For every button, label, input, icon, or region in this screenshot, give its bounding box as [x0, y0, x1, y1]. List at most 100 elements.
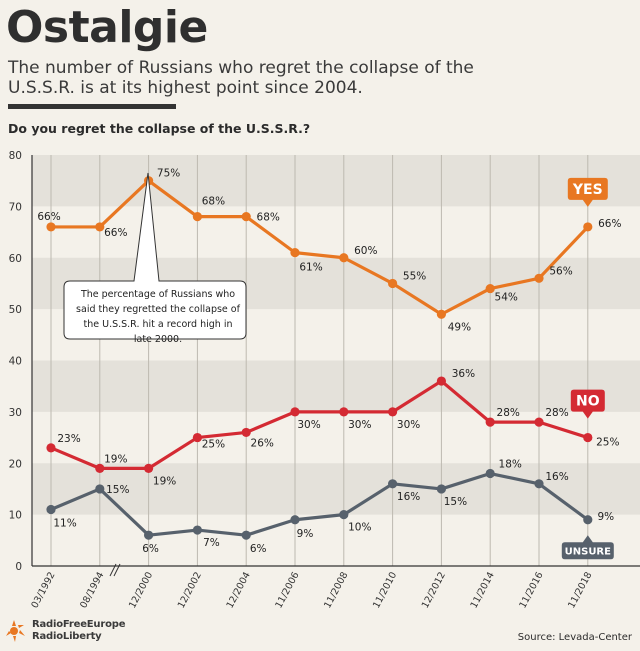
logo-line1: RadioFreeEurope: [32, 619, 126, 630]
data-label-no: 28%: [497, 407, 520, 419]
x-tick-label: 12/2000: [127, 570, 155, 610]
data-label-yes: 54%: [495, 292, 518, 304]
data-label-yes: 49%: [448, 321, 471, 333]
data-label-no: 36%: [452, 368, 475, 380]
data-point-unsure: [144, 530, 154, 540]
y-tick-label: 20: [9, 458, 22, 470]
title-rule: [8, 104, 176, 109]
data-label-yes: 75%: [157, 168, 180, 180]
x-tick-label: 12/2002: [176, 570, 204, 610]
data-label-unsure: 16%: [397, 491, 420, 503]
data-point-yes: [290, 248, 300, 258]
data-label-no: 28%: [545, 407, 568, 419]
data-label-no: 30%: [348, 419, 371, 431]
data-label-yes: 68%: [202, 196, 225, 208]
data-point-unsure: [46, 504, 56, 515]
y-tick-label: 60: [9, 253, 22, 265]
data-point-unsure: [436, 484, 446, 494]
annotation-callout: [63, 172, 247, 340]
logo-line2: RadioLiberty: [32, 631, 102, 642]
data-point-unsure: [95, 484, 105, 494]
series-badge-yes: YES: [567, 177, 608, 207]
series-badge-unsure: UNSURE: [561, 535, 614, 560]
data-label-no: 30%: [397, 419, 420, 431]
data-label-no: 19%: [104, 453, 127, 465]
data-point-no: [192, 432, 202, 443]
annotation-text: The percentage of Russians who said they…: [76, 289, 240, 345]
data-label-unsure: 10%: [348, 522, 371, 534]
badge-shape: [561, 535, 614, 560]
page-title: Ostalgie: [6, 2, 208, 53]
data-point-unsure: [290, 515, 300, 525]
data-label-unsure: 15%: [106, 484, 129, 496]
x-tick-label: 11/2008: [322, 570, 350, 610]
x-tick-label: 08/1994: [78, 570, 106, 610]
chart-question: Do you regret the collapse of the U.S.S.…: [8, 121, 311, 136]
badge-shape: [567, 177, 608, 207]
data-label-unsure: 6%: [250, 543, 267, 555]
data-point-no: [388, 407, 398, 417]
data-point-unsure: [241, 530, 251, 540]
data-label-unsure: 9%: [597, 511, 614, 523]
x-tick-label: 12/2004: [225, 570, 253, 610]
data-point-no: [95, 463, 105, 473]
data-point-no: [339, 407, 349, 417]
y-tick-label: 30: [9, 407, 22, 419]
badge-label: YES: [572, 182, 603, 198]
data-point-yes: [339, 253, 349, 263]
data-point-yes: [46, 222, 56, 232]
data-point-yes: [534, 273, 544, 283]
data-point-no: [436, 376, 446, 386]
x-tick-label: 11/2016: [517, 570, 545, 610]
source-note: Source: Levada-Center: [517, 632, 632, 643]
data-label-unsure: 15%: [444, 496, 467, 508]
y-tick-label: 40: [9, 356, 22, 368]
data-label-yes: 66%: [104, 227, 127, 239]
logo-icon: [6, 620, 25, 642]
x-tick-label: 11/2006: [273, 570, 301, 610]
data-point-unsure: [534, 479, 544, 489]
data-point-yes: [192, 212, 202, 222]
series-line-unsure: [50, 471, 589, 537]
data-label-unsure: 16%: [545, 471, 568, 483]
series-badge-no: NO: [570, 389, 605, 419]
x-tick-label: 11/2010: [371, 570, 399, 610]
data-point-yes: [95, 222, 105, 232]
badge-label: UNSURE: [565, 546, 612, 557]
data-label-yes: 66%: [598, 218, 621, 230]
data-point-unsure: [583, 515, 593, 525]
data-point-no: [46, 443, 56, 453]
data-point-no: [583, 432, 593, 443]
x-tick-label: 12/2012: [420, 570, 448, 610]
page-subtitle: The number of Russians who regret the co…: [8, 58, 474, 98]
data-label-yes: 66%: [37, 211, 60, 223]
y-tick-label: 70: [9, 201, 22, 213]
data-label-unsure: 9%: [297, 528, 314, 540]
data-label-no: 19%: [153, 475, 176, 487]
data-label-no: 25%: [202, 439, 225, 451]
data-label-no: 25%: [596, 437, 619, 449]
data-point-no: [485, 417, 495, 427]
y-tick-label: 0: [15, 561, 22, 573]
data-label-yes: 61%: [299, 262, 322, 274]
y-tick-label: 80: [9, 150, 22, 162]
x-tick-label: 11/2014: [469, 570, 497, 610]
x-tick-label: 03/1992: [29, 570, 57, 610]
data-label-yes: 55%: [403, 270, 426, 282]
data-label-no: 30%: [297, 419, 320, 431]
data-label-no: 26%: [251, 437, 274, 449]
series-line-yes: [51, 179, 589, 316]
data-label-no: 23%: [57, 433, 80, 445]
data-point-yes: [388, 278, 398, 289]
badge-shape: [570, 389, 605, 419]
data-point-yes: [241, 212, 251, 222]
data-point-unsure: [388, 479, 398, 489]
data-label-yes: 56%: [549, 265, 572, 277]
data-label-unsure: 11%: [53, 517, 76, 529]
data-label-yes: 60%: [354, 245, 377, 257]
data-label-unsure: 18%: [499, 459, 522, 471]
x-tick-label: 11/2018: [566, 570, 594, 610]
data-point-unsure: [485, 468, 495, 479]
data-point-no: [534, 417, 544, 427]
